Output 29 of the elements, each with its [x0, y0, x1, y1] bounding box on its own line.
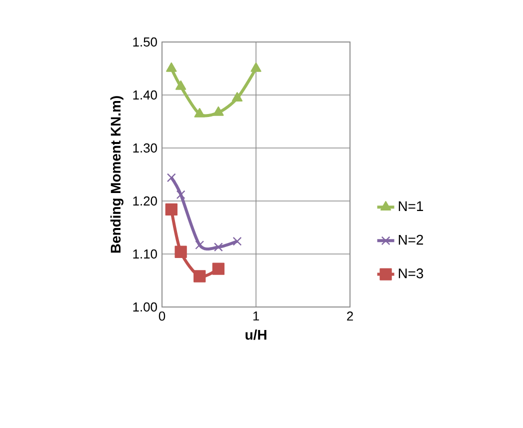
y-tick-label: 1.50	[133, 37, 157, 47]
point	[195, 240, 204, 250]
legend-label: N=1	[398, 201, 424, 211]
point	[166, 62, 177, 72]
y-tick-label: 1.00	[133, 302, 157, 312]
y-tick-label: 1.20	[133, 196, 157, 206]
point	[250, 62, 262, 72]
point	[174, 246, 187, 258]
x-tick-label: 0	[158, 312, 166, 321]
point	[194, 108, 205, 118]
point	[194, 270, 206, 282]
y-tick-label: 1.10	[133, 249, 157, 259]
point	[213, 106, 224, 116]
point	[175, 80, 186, 90]
legend-label: N=3	[398, 268, 424, 278]
point	[176, 190, 186, 200]
x-axis-title: u/H	[246, 330, 266, 340]
x-tick-label: 1	[253, 312, 259, 320]
point	[214, 242, 223, 252]
point	[212, 262, 224, 275]
x-tick-label: 2	[347, 312, 353, 321]
point	[166, 173, 176, 182]
y-tick-label: 1.40	[133, 90, 157, 100]
point	[232, 236, 242, 246]
legend-label: N=2	[398, 234, 424, 245]
y-tick-label: 1.30	[133, 143, 157, 153]
point	[165, 203, 178, 216]
point	[232, 92, 243, 102]
y-axis-title: Bending Moment KN.m)	[110, 96, 124, 253]
